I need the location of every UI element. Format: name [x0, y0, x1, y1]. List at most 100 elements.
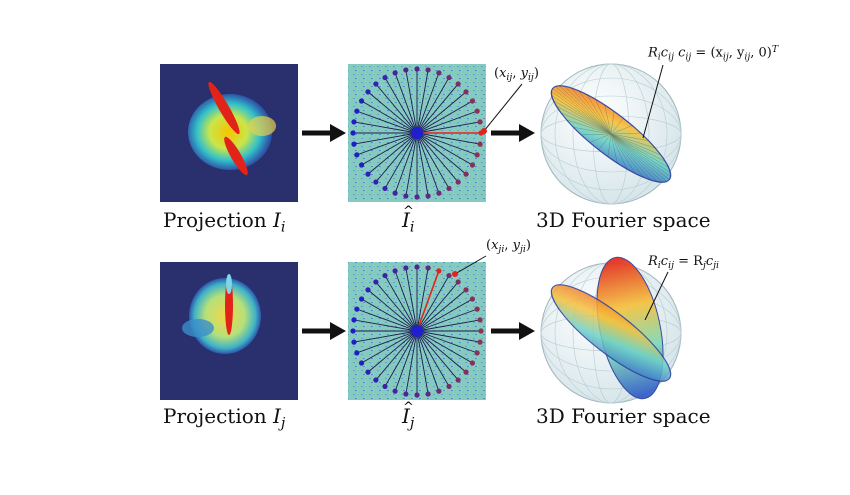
ray-line [416, 330, 440, 392]
ray-line [416, 121, 481, 134]
right-arrow-icon [491, 322, 535, 340]
ray-line [416, 289, 467, 332]
ray-line [416, 270, 440, 332]
ray-endpoint [469, 296, 476, 302]
ray-line [416, 110, 478, 134]
ray-line [416, 91, 467, 134]
ray-line [361, 298, 418, 332]
sphere-caption-i: 3D Fourier space [536, 208, 711, 232]
disc-ray [610, 133, 618, 164]
ray-line [416, 330, 473, 364]
ray-endpoint [354, 306, 360, 312]
projection-image-j [160, 262, 298, 400]
ray-line [361, 100, 418, 134]
disc-ray [566, 119, 612, 135]
ray-endpoint [414, 392, 420, 398]
ray-line [361, 330, 418, 364]
disc-ray [610, 133, 649, 141]
ray-endpoint [469, 360, 476, 366]
ray-endpoint [382, 185, 388, 192]
ray-endpoint [446, 383, 452, 390]
ray-endpoint [354, 350, 360, 356]
ray-endpoint [373, 179, 379, 185]
ray-line [361, 132, 418, 166]
ray-line [416, 330, 481, 343]
ray-endpoint [392, 268, 398, 274]
disc-ray [586, 94, 612, 135]
ray-endpoint [425, 67, 431, 73]
ray-line [416, 132, 478, 156]
ray-endpoint [455, 377, 461, 383]
ray-line [405, 132, 418, 197]
disc-ray [610, 133, 671, 177]
ray-line [384, 275, 418, 332]
ray-line [416, 132, 450, 189]
ray-line [416, 132, 459, 183]
ray-line [416, 330, 429, 395]
ray-line [416, 330, 459, 381]
ray-endpoint [436, 70, 442, 76]
pointer-line-sphere-i [642, 64, 664, 139]
ray-endpoint [474, 350, 480, 356]
ray-endpoint [365, 89, 371, 95]
ray-line [353, 121, 418, 134]
ray-line [416, 132, 429, 197]
ray-line [405, 69, 418, 134]
ray-endpoint [446, 185, 452, 192]
ray-endpoint [474, 108, 480, 114]
ray-endpoint [446, 272, 452, 279]
ray-endpoint [354, 108, 360, 114]
disc-ray [556, 106, 612, 135]
ray-line [367, 289, 418, 332]
ray-endpoint [436, 388, 442, 394]
sphere-label-i: Ricij cij = (xij, yij, 0)T [648, 44, 779, 63]
ray-endpoint [358, 296, 365, 302]
ray-line [416, 132, 467, 175]
ray-endpoint [403, 265, 409, 271]
ray-line [405, 330, 418, 395]
ray-line [416, 132, 473, 166]
disc-ray [570, 87, 612, 135]
disc-ray [604, 104, 612, 135]
disc-ray [551, 95, 612, 135]
ray-line [416, 77, 450, 134]
ray-endpoint [351, 119, 357, 125]
disc-ray [555, 86, 612, 135]
ray-line [416, 330, 467, 373]
ray-endpoint [474, 306, 480, 312]
ray-endpoint [425, 265, 431, 271]
disc-ray [610, 133, 627, 169]
ray-endpoint [414, 194, 420, 200]
fourier-transform-image-i [348, 64, 486, 202]
ray-endpoint [382, 74, 388, 81]
disc-ray [610, 133, 670, 180]
disc-ray [581, 133, 612, 136]
disc-ray [573, 127, 612, 135]
ray-endpoint [373, 377, 379, 383]
sphere-caption-j: 3D Fourier space [536, 404, 711, 428]
ray-line [356, 330, 418, 354]
disc-ray [610, 133, 652, 181]
pointer-line-point-ij [481, 83, 523, 134]
ray-endpoint [351, 141, 357, 147]
ray-line [375, 83, 418, 134]
ray-line [416, 83, 459, 134]
pointer-line-point-ji [452, 255, 487, 277]
ray-line [367, 330, 418, 373]
ray-endpoint [392, 190, 398, 196]
ray-endpoint [365, 369, 371, 375]
ray-line [416, 298, 473, 332]
fourier-caption-i: Ii [402, 208, 415, 236]
projection-caption-j: Projection Ij [163, 404, 286, 432]
ray-endpoint [478, 328, 484, 334]
disc-ray [559, 85, 612, 135]
ray-line [416, 330, 478, 354]
ray-endpoint [365, 287, 371, 293]
ray-endpoint [403, 391, 409, 397]
ray-endpoint [354, 152, 360, 158]
ray-endpoint [446, 74, 452, 81]
ray-line [384, 77, 418, 134]
ray-endpoint [373, 279, 379, 285]
point-label-ji: (xji, yji) [486, 238, 531, 255]
ray-endpoint [455, 279, 461, 285]
